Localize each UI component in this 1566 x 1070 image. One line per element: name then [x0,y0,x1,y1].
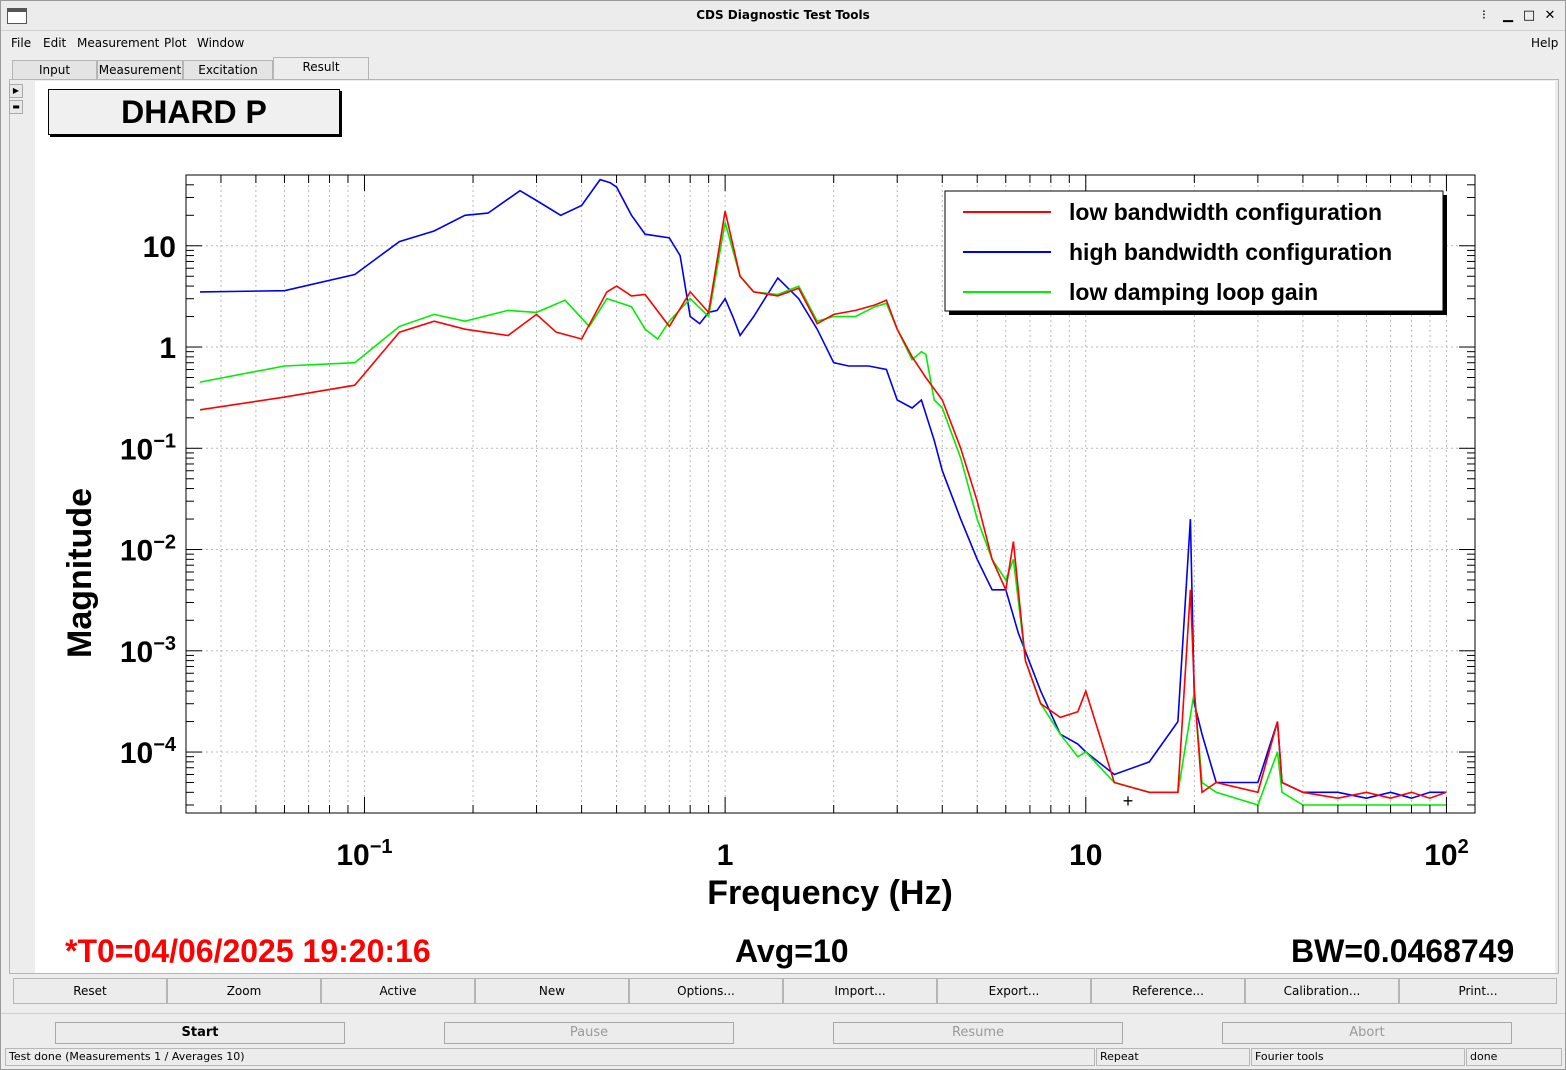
y-tick-label: 1 [159,332,176,365]
axis-ticks [186,174,1475,813]
minimize-icon[interactable]: ▁ [1503,8,1513,23]
import-button[interactable]: Import... [783,978,937,1004]
y-tick-label: 10−3 [120,633,176,669]
resume-button[interactable]: Resume [833,1022,1123,1044]
x-tick-label: 10 [1069,839,1102,872]
title-bar: CDS Diagnostic Test Tools ⁝ ▁ □ ✕ [1,1,1565,31]
magnitude-chart[interactable]: 10−1 1 10 102 10 1 10−1 10−2 10−3 10−4 Frequency… [35,81,1555,973]
y-tick-labels: 10 1 10−1 10−2 10−3 10−4 [120,231,177,770]
abort-button[interactable]: Abort [1222,1022,1512,1044]
y-axis-label: Magnitude [61,488,99,658]
crosshair-cursor-icon: + [1123,791,1134,811]
active-button[interactable]: Active [321,978,475,1004]
zoom-button[interactable]: Zoom [167,978,321,1004]
tab-excitation[interactable]: Excitation [183,60,273,80]
menu-window[interactable]: Window [197,36,245,50]
status-message: Test done (Measurements 1 / Averages 10) [5,1048,1095,1066]
bandwidth-value: BW=0.0468749 [1291,933,1515,969]
series-line-0 [199,210,1447,800]
maximize-icon[interactable]: □ [1522,8,1536,23]
x-axis-label: Frequency (Hz) [707,874,953,912]
new-button[interactable]: New [475,978,629,1004]
legend-label: low bandwidth configuration [1069,199,1382,225]
x-tick-label: 102 [1424,836,1469,872]
legend: low bandwidth configuration high bandwidt… [944,190,1447,315]
reference-button[interactable]: Reference... [1091,978,1245,1004]
average-count: Avg=10 [735,933,849,969]
window-icon[interactable] [7,8,27,24]
export-button[interactable]: Export... [937,978,1091,1004]
x-tick-label: 1 [717,839,734,872]
print-button[interactable]: Print... [1399,978,1557,1004]
calibration-button[interactable]: Calibration... [1245,978,1399,1004]
legend-label: low damping loop gain [1069,279,1318,305]
menu-edit[interactable]: Edit [43,36,67,50]
tab-input[interactable]: Input [12,60,97,80]
series-group [199,178,1447,806]
status-tool: Fourier tools [1251,1048,1465,1066]
expand-arrow-icon[interactable]: ▶ [9,84,23,98]
plot-title: DHARD P [48,89,340,135]
reset-button[interactable]: Reset [13,978,167,1004]
plot-frame [185,174,1476,814]
close-icon[interactable]: ✕ [1544,8,1556,23]
pause-button[interactable]: Pause [444,1022,734,1044]
tab-bar: Input Measurement Excitation Result [9,57,1559,80]
window-title: CDS Diagnostic Test Tools [696,8,870,22]
y-tick-label: 10−1 [120,430,176,466]
menu-bar: File Edit Measurement Plot Window Help [1,32,1565,54]
menu-file[interactable]: File [11,36,32,50]
y-tick-label: 10−2 [120,532,176,568]
start-button[interactable]: Start [55,1022,345,1044]
tab-result[interactable]: Result [273,57,369,80]
series-line-1 [199,178,1447,800]
y-tick-label: 10−4 [120,734,177,770]
help-hint-icon[interactable]: ⁝ [1481,8,1487,23]
status-repeat: Repeat [1096,1048,1250,1066]
tab-measurement[interactable]: Measurement [97,60,183,80]
y-tick-label: 10 [143,231,176,264]
measurement-controls: Start Pause Resume Abort [1,1013,1565,1049]
plot-toolbar: Reset Zoom Active New Options... Import.… [13,978,1557,1004]
t0-timestamp: *T0=04/06/2025 19:20:16 [65,933,431,969]
menu-plot[interactable]: Plot [164,36,187,50]
menu-measurement[interactable]: Measurement [77,36,160,50]
x-tick-labels: 10−1 1 10 102 [336,836,1468,872]
menu-help[interactable]: Help [1531,36,1559,50]
series-line-2 [199,222,1447,806]
options-button[interactable]: Options... [629,978,783,1004]
plot-canvas[interactable]: DHARD P 10−1 1 10 102 10 1 10−1 10−2 10−3 10−4 F… [35,81,1555,973]
status-state: done [1466,1048,1562,1066]
x-tick-label: 10−1 [336,836,392,872]
collapse-arrow-icon[interactable]: ▬ [9,100,23,114]
legend-label: high bandwidth configuration [1069,239,1392,265]
